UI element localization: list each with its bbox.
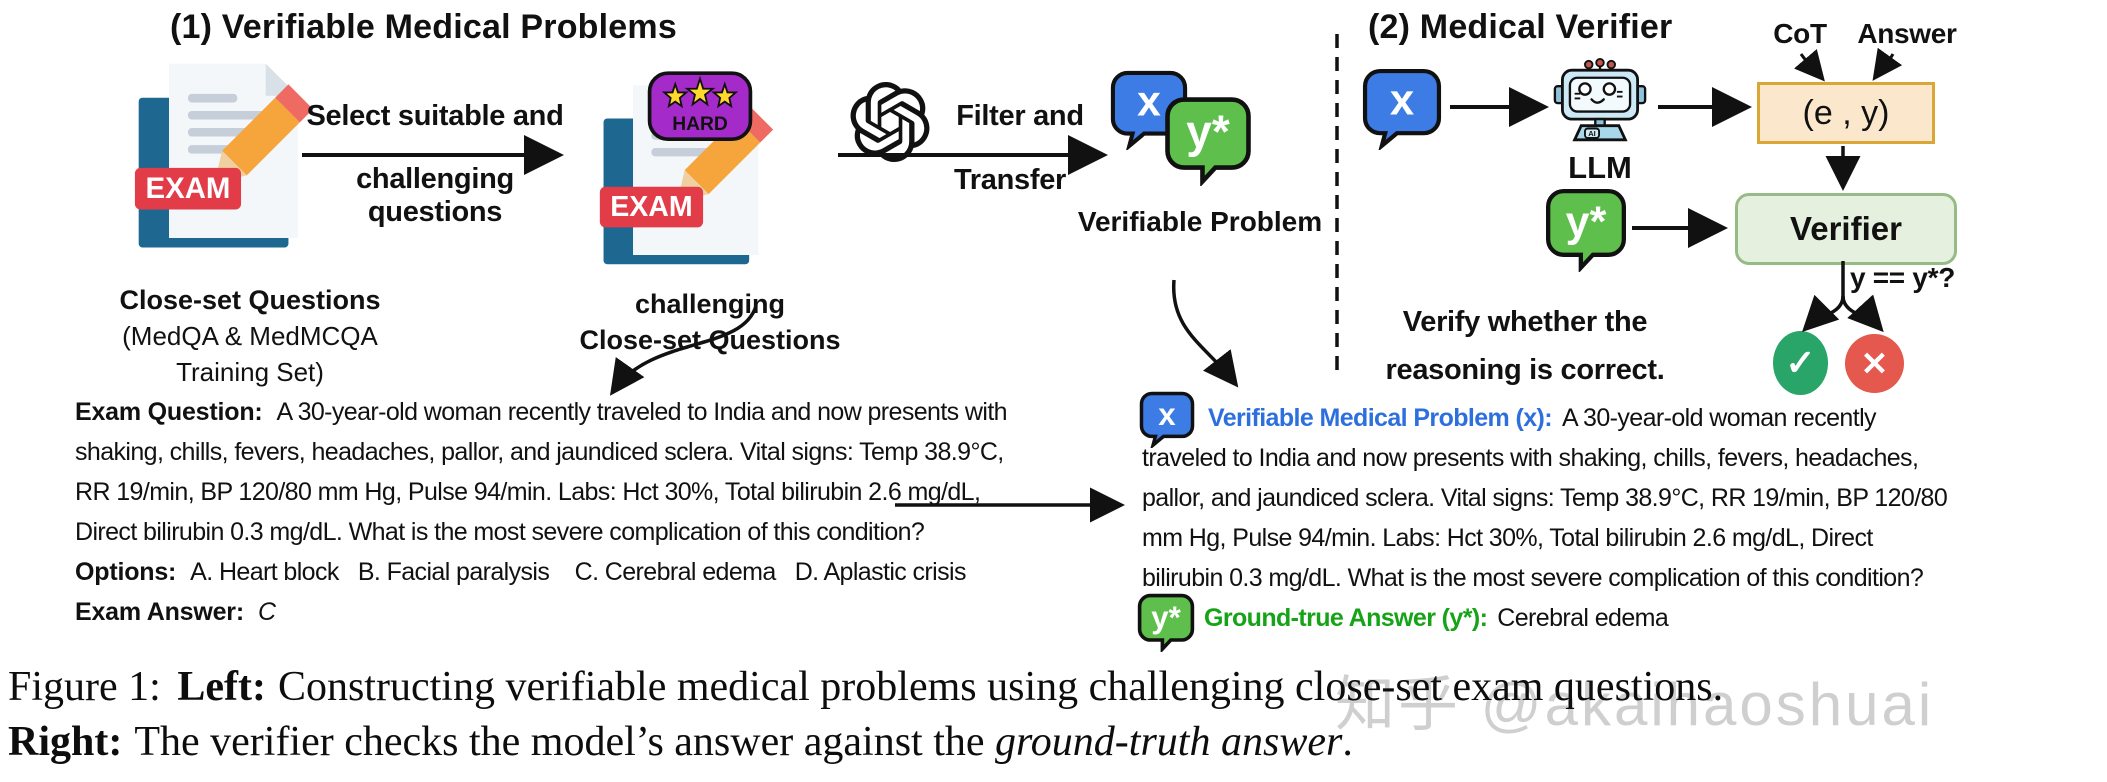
gta-label: Ground-true Answer (y*): (1204, 604, 1488, 632)
verifiable-problem-label: Verifiable Problem (1077, 206, 1323, 237)
y-star-bubble-icon-small: y* (1137, 593, 1195, 652)
exam-question-block: Exam Question: A 30-year-old woman recent… (75, 392, 1008, 632)
check-glyph: ✓ (1785, 342, 1816, 383)
vmp-line2: traveled to India and now presents with … (1142, 444, 1919, 472)
gta-value: Cerebral edema (1497, 604, 1669, 632)
closeset-label: Close-set Questions (119, 285, 381, 315)
vmp-line3: pallor, and jaundiced sclera. Vital sign… (1142, 484, 1948, 512)
caption-period: . (1342, 719, 1353, 765)
verifiable-problem-block: Verifiable Medical Problem (x): A 30-year… (1142, 398, 1948, 638)
svg-text:EXAM: EXAM (610, 191, 693, 223)
challenging-label-2: Close-set Questions (579, 325, 841, 355)
verify-note-1: Verify whether the (1402, 306, 1648, 338)
filter-arrow-label-2: Transfer (953, 164, 1067, 196)
svg-text:EXAM: EXAM (146, 172, 231, 205)
y-star-bubble-icon: y* (1165, 97, 1251, 186)
exam-answer-label: Exam Answer: (75, 598, 244, 626)
vmp-line5: bilirubin 0.3 mg/dL. What is the most se… (1142, 564, 1924, 592)
exam-question-line4: Direct bilirubin 0.3 mg/dL. What is the … (75, 518, 925, 546)
condition-label: y == y*? (1850, 262, 1956, 293)
caption-line-1: Figure 1: Left: Constructing verifiable m… (8, 660, 2103, 715)
x-bubble-icon-right: x (1362, 68, 1442, 150)
caption-left-text: Constructing verifiable medical problems… (277, 664, 1724, 710)
options-label: Options: (75, 558, 177, 586)
exam-document-icon: EXAM (134, 63, 314, 248)
closeset-sub2: Training Set) (176, 357, 324, 387)
select-arrow-label-1: Select suitable and (306, 100, 564, 132)
llm-robot-icon: AI (1553, 58, 1647, 142)
ey-text: (e , y) (1802, 93, 1890, 132)
x-bubble-icon-small: x (1139, 391, 1195, 448)
exam-badge: EXAM (134, 167, 242, 210)
svg-text:y*: y* (1186, 105, 1230, 157)
exam-badge: EXAM (599, 186, 704, 228)
watermark: 知乎 @akaihaoshuai (1335, 671, 1935, 738)
cot-answer-box: (e , y) (1757, 82, 1935, 144)
caption-left-label: Left: (177, 664, 266, 710)
vmp-label: Verifiable Medical Problem (x): (1208, 404, 1553, 432)
caption-right-text: The verifier checks the model’s answer a… (134, 719, 996, 765)
filter-arrow-label-1: Filter and (956, 100, 1084, 132)
vmp-line1: A 30-year-old woman recently (1562, 404, 1877, 432)
svg-text:HARD: HARD (672, 114, 728, 135)
hard-badge-icon: HARD (647, 71, 753, 141)
llm-label: LLM (1568, 150, 1632, 185)
svg-text:x: x (1390, 76, 1414, 125)
exam-answer-value: C (257, 598, 276, 626)
exam-question-line2: shaking, chills, fevers, headaches, pall… (75, 438, 1004, 466)
cross-glyph: ✕ (1860, 345, 1889, 382)
caption-line-2: Right: The verifier checks the model’s an… (8, 715, 2103, 770)
exam-question-line1: A 30-year-old woman recently traveled to… (276, 398, 1008, 426)
options-text: A. Heart block B. Facial paralysis C. Ce… (190, 558, 966, 586)
y-star-bubble-icon-right: y* (1546, 189, 1626, 272)
left-section-title: (1) Verifiable Medical Problems (170, 8, 677, 46)
challenging-label-1: challenging (634, 289, 786, 319)
svg-text:x: x (1137, 78, 1161, 126)
select-arrow-label-2: challenging questions (356, 163, 514, 228)
right-section-title: (2) Medical Verifier (1368, 8, 1673, 46)
svg-text:x: x (1158, 397, 1176, 432)
exam-question-line3: RR 19/min, BP 120/80 mm Hg, Pulse 94/min… (75, 478, 981, 506)
openai-logo-icon (850, 82, 930, 162)
caption-right-label: Right: (8, 719, 123, 765)
closeset-sub1: (MedQA & MedMCQA (122, 321, 378, 351)
figure-caption: Figure 1: Left: Constructing verifiable m… (8, 660, 2103, 770)
svg-text:AI: AI (1588, 129, 1596, 138)
answer-label: Answer (1857, 18, 1957, 49)
check-icon: ✓ (1773, 331, 1828, 395)
vmp-line4: mm Hg, Pulse 94/min. Labs: Hct 30%, Tota… (1142, 524, 1873, 552)
verifier-box: Verifier (1735, 193, 1957, 265)
star-icons (661, 75, 739, 109)
exam-question-label: Exam Question: (75, 398, 263, 426)
caption-prefix: Figure 1: (8, 664, 161, 710)
cross-icon: ✕ (1845, 334, 1904, 393)
verify-note-2: reasoning is correct. (1385, 354, 1665, 386)
cot-label: CoT (1773, 18, 1827, 49)
svg-text:y*: y* (1566, 198, 1607, 246)
svg-text:y*: y* (1151, 600, 1181, 635)
caption-right-italic: ground-truth answer (995, 719, 1343, 765)
verifier-text: Verifier (1790, 210, 1902, 247)
